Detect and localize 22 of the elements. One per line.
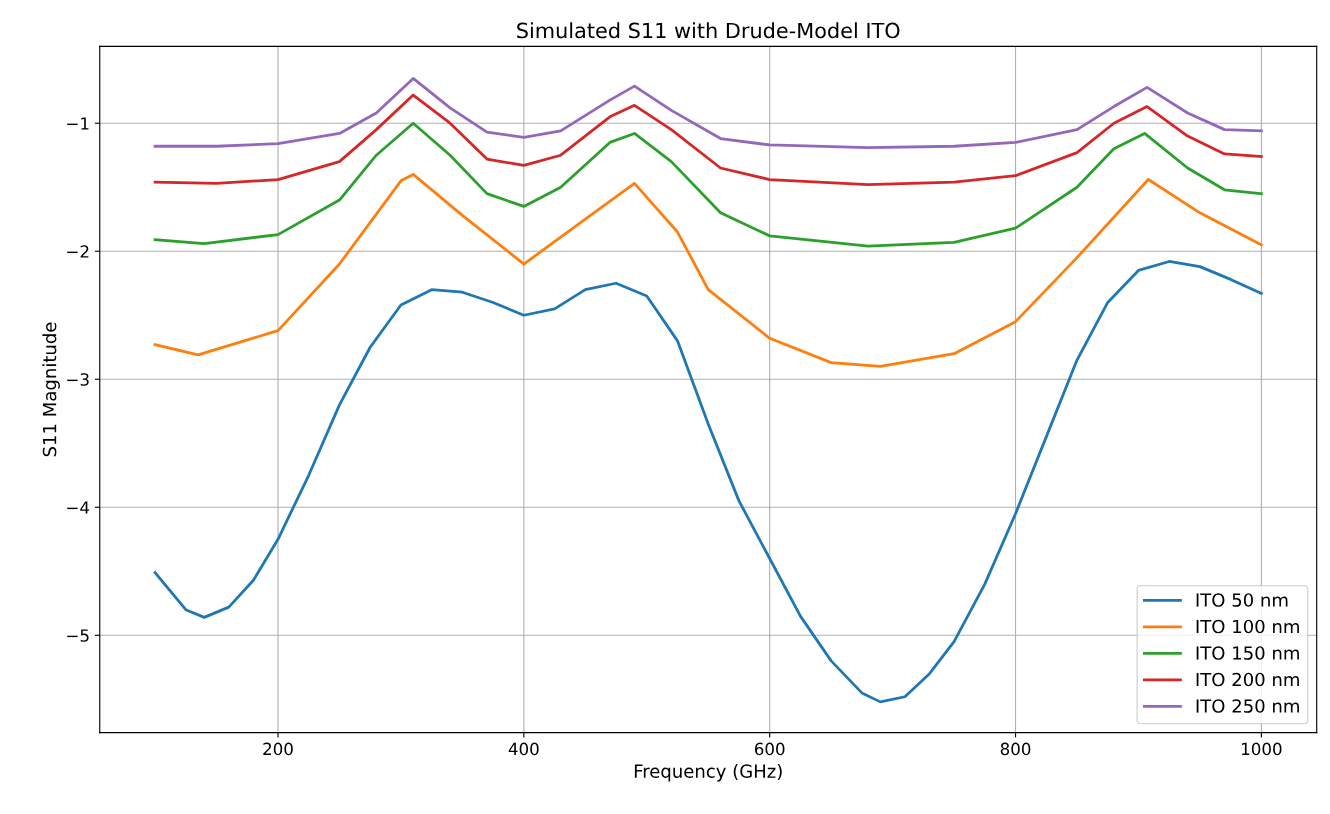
y-tick-label: −5: [67, 629, 89, 642]
x-tick-label: 400: [508, 742, 539, 756]
y-tick-label: −2: [67, 245, 89, 258]
line-series: [153, 173, 1263, 368]
x-axis-title: Frequency (GHz): [634, 764, 782, 782]
x-tick-label: 1000: [1242, 742, 1282, 756]
line-series: [153, 121, 1263, 248]
x-tick-label: 200: [263, 742, 293, 756]
y-axis-title: S11 Magnitude: [42, 322, 60, 457]
line-series: [153, 93, 1263, 187]
legend-label: ITO 250 nm: [1196, 699, 1299, 713]
y-tick-label: −1: [67, 117, 89, 130]
y-tick-label: −3: [67, 373, 89, 386]
legend-label: ITO 50 nm: [1196, 593, 1288, 607]
line-series: [153, 77, 1263, 149]
legend-label: ITO 150 nm: [1196, 646, 1299, 660]
legend-label: ITO 200 nm: [1196, 672, 1299, 687]
chart-title: Simulated S11 with Drude-Model ITO: [517, 22, 900, 39]
y-tick-label: −4: [67, 501, 90, 514]
x-tick-label: 800: [1000, 742, 1031, 756]
x-tick-label: 600: [754, 742, 785, 756]
legend-label: ITO 100 nm: [1196, 619, 1299, 634]
